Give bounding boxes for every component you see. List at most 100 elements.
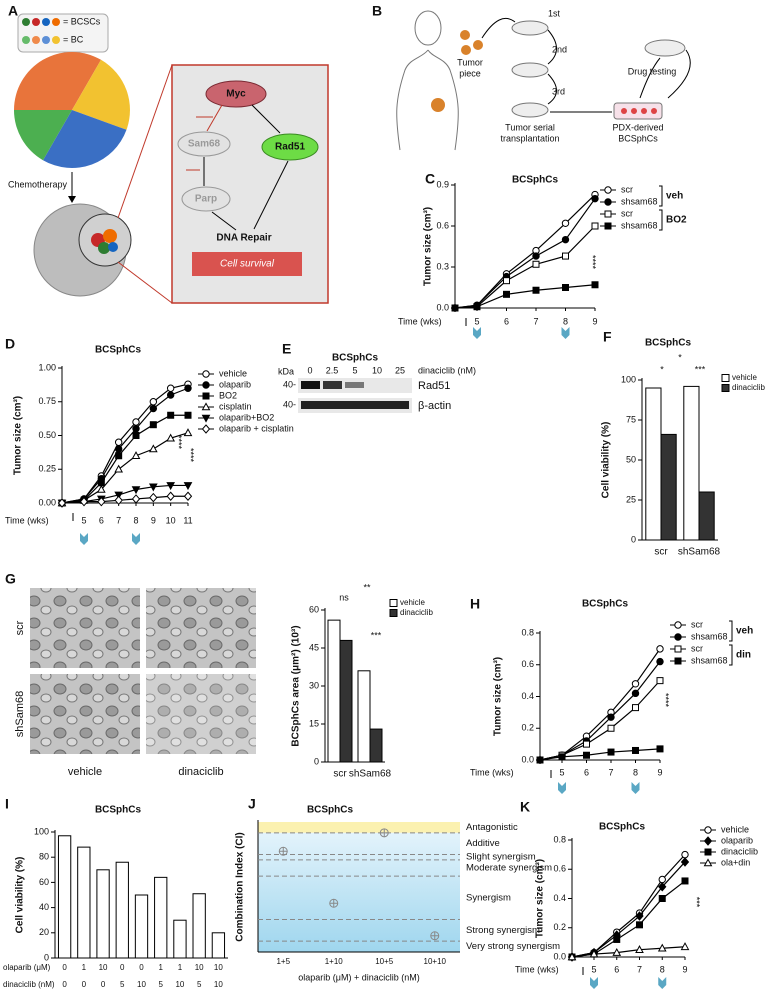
y-tick-label: 0.0: [521, 754, 534, 764]
panel-g: G scr shSam68 vehicle dinaciclib: [5, 571, 256, 778]
label: 2nd: [552, 44, 567, 54]
significance: **: [363, 582, 371, 592]
marker: [591, 194, 599, 203]
y-tick-label: 40: [39, 902, 49, 912]
marker: [703, 836, 713, 846]
significance: ****: [174, 435, 184, 450]
marker: [561, 235, 570, 244]
marker: [131, 451, 141, 460]
marker: [681, 877, 689, 885]
node: [205, 80, 267, 108]
marker: [583, 740, 590, 748]
panel-label: C: [425, 171, 435, 187]
patient-outline: [396, 49, 459, 151]
legend-label: dinaciclib: [732, 383, 765, 392]
x-tick-label: 9: [151, 515, 156, 525]
panel-label: F: [603, 329, 612, 345]
x-axis-label: olaparib (μM) + dinaciclib (nM): [298, 972, 419, 982]
legend-group: din: [736, 650, 751, 661]
marker: [607, 748, 615, 756]
x-tick-label: 7: [533, 316, 538, 326]
micrograph: [146, 588, 256, 668]
label: 3rd: [552, 86, 565, 96]
x-row-value: 1: [82, 963, 87, 972]
x-tick-label: 10+5: [375, 957, 394, 966]
arrow: [550, 49, 691, 113]
y-tick-label: 0.75: [38, 396, 56, 406]
band: [345, 382, 364, 388]
bar: [327, 619, 341, 763]
tumor-region: [72, 59, 130, 130]
label: Drug testing: [628, 66, 677, 76]
x-tick-label: 11: [183, 515, 192, 525]
x-tick-label: shSam68: [349, 769, 392, 780]
marker: [166, 491, 175, 502]
marker: [451, 304, 459, 312]
y-tick-label: 0.4: [521, 691, 534, 701]
marker: [132, 425, 140, 433]
y-axis-label: Tumor size (cm³): [423, 207, 434, 286]
y-tick-label: 0.4: [553, 893, 566, 903]
panel-b: B Tumor piece 1st 2nd 3rd Tumor serial t…: [372, 3, 691, 151]
tumor-icon: [460, 30, 470, 40]
treatment-marker: [590, 977, 598, 989]
x-tick-label: 6: [614, 964, 619, 974]
x-row-value: 5: [197, 980, 202, 989]
panel-label: B: [372, 3, 382, 19]
chart-title: BCSphCs: [512, 175, 559, 186]
label: BCSphCs: [618, 133, 658, 143]
row-label: scr: [14, 620, 26, 635]
marker: [114, 438, 123, 446]
marker: [656, 677, 664, 685]
marker: [166, 384, 175, 392]
significance: ****: [186, 448, 196, 463]
series-line: [539, 661, 661, 761]
x-row-value: 10: [214, 963, 223, 972]
chart-title: BCSphCs: [307, 805, 354, 816]
y-tick-label: 0.50: [38, 430, 56, 440]
sphere: [621, 108, 627, 114]
legend-group: veh: [666, 191, 683, 202]
tumor-region: [43, 110, 127, 168]
y-tick-label: 0.6: [521, 659, 534, 669]
marker: [184, 411, 192, 419]
y-axis-label: Tumor size (cm³): [13, 396, 24, 475]
marker: [114, 445, 123, 453]
series-line: [539, 648, 661, 761]
x-tick-label: 8: [633, 767, 638, 777]
legend-swatch: [389, 609, 398, 617]
panel-label: K: [520, 799, 530, 815]
x-tick-label: scr: [654, 547, 668, 558]
legend-label: dinaciclib: [400, 608, 433, 617]
marker: [96, 484, 106, 493]
marker: [674, 633, 682, 641]
bar: [192, 893, 206, 959]
y-axis-label: Tumor size (cm³): [493, 657, 504, 736]
marker: [536, 756, 544, 764]
marker: [184, 384, 192, 392]
legend-label: vehicle: [732, 373, 757, 382]
y-tick-label: 15: [309, 718, 319, 728]
node: [177, 131, 231, 157]
tumor-icon: [461, 45, 471, 55]
x-tick-label: 7: [608, 767, 613, 777]
marker: [674, 645, 682, 653]
y-tick-label: 0.3: [436, 261, 449, 271]
x-row-label: olaparib (μM): [3, 963, 51, 972]
legend-label: dinaciclib: [721, 846, 758, 856]
tumor-icon: [473, 40, 483, 50]
marker: [149, 404, 158, 413]
x-axis-label: Time (wks): [5, 515, 49, 525]
bcsc-cluster: [98, 242, 110, 254]
y-axis-label: Tumor size (cm³): [535, 859, 546, 938]
legend-label: shsam68: [621, 220, 658, 230]
y-tick-label: 100: [34, 826, 49, 836]
arrow: [211, 211, 237, 231]
panel-label: A: [8, 3, 18, 19]
dish: [613, 102, 663, 120]
arrow: [481, 18, 557, 105]
legend-group: veh: [736, 626, 753, 637]
marker: [656, 657, 664, 666]
legend-label: vehicle: [400, 598, 425, 607]
